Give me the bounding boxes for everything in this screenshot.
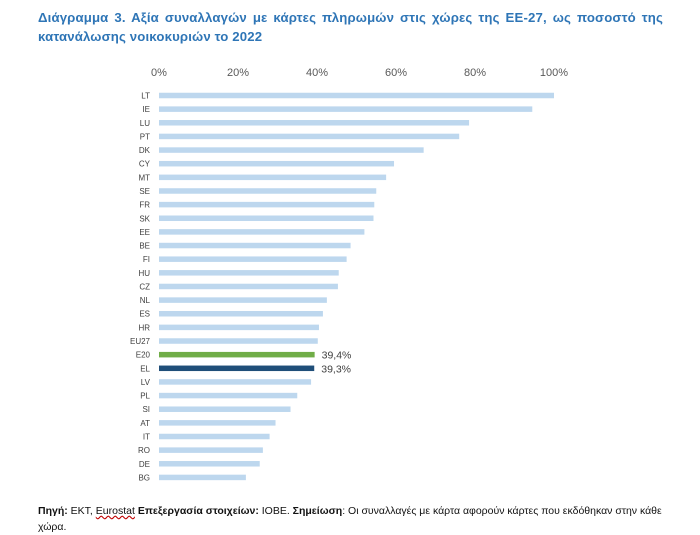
bar-pl <box>159 392 298 399</box>
bar-el <box>159 365 315 372</box>
category-label: LT <box>141 92 150 101</box>
category-label: PL <box>140 392 150 401</box>
bar-at <box>159 420 276 426</box>
bar-fi <box>159 256 347 262</box>
category-label: EL <box>140 364 150 373</box>
chart-title: Διάγραμμα 3. Αξία συναλλαγών με κάρτες π… <box>38 10 663 44</box>
bar-ie <box>159 106 533 112</box>
bars <box>159 92 554 481</box>
note-label: Σημείωση <box>292 505 343 517</box>
bar-nl <box>159 297 327 303</box>
x-tick-label: 20% <box>227 67 249 79</box>
x-tick-label: 100% <box>540 67 568 79</box>
category-label: LU <box>140 119 150 128</box>
category-label: DK <box>139 146 151 155</box>
bar-pt <box>159 133 460 140</box>
bar-be <box>159 242 351 249</box>
category-label: BE <box>139 242 150 251</box>
bar-hu <box>159 270 339 276</box>
bar-fr <box>159 201 375 208</box>
category-label: RO <box>138 446 150 455</box>
category-label: PT <box>140 132 150 141</box>
bar-cy <box>159 160 395 167</box>
category-label: BG <box>138 473 150 482</box>
bar-lt <box>159 92 554 99</box>
bar-es <box>159 310 323 317</box>
bar-se <box>159 188 377 194</box>
processing-text: ΙΟΒΕ. <box>258 505 293 517</box>
bar-e20 <box>159 351 315 358</box>
category-label: MT <box>138 173 150 182</box>
note-text: : Οι συναλλαγές με κάρτα αφορούν κάρτες … <box>38 505 662 533</box>
x-tick-label: 60% <box>385 67 407 79</box>
bar-it <box>159 433 270 440</box>
data-labels: 39,4%39,3% <box>321 350 351 376</box>
bar-ro <box>159 447 263 453</box>
bar-bg <box>159 474 246 481</box>
bar-dk <box>159 147 424 153</box>
data-label-el: 39,3% <box>321 363 351 375</box>
eurostat-text: Eurostat <box>95 505 135 517</box>
bar-cz <box>159 283 338 290</box>
bar-mt <box>159 174 387 181</box>
category-label: CY <box>139 160 151 169</box>
category-label: AT <box>140 419 150 428</box>
bar-lu <box>159 120 470 126</box>
source-text: ΕΚΤ, <box>67 505 96 517</box>
bar-lv <box>159 379 312 385</box>
category-label: HU <box>138 269 150 278</box>
processing-label: Επεξεργασία στοιχείων: <box>137 505 259 517</box>
category-label: ES <box>139 310 150 319</box>
x-tick-label: 0% <box>151 67 167 79</box>
category-label: NL <box>140 296 151 305</box>
x-axis-ticks: 0% 20% 40% 60% 80% 100% <box>151 67 568 79</box>
bar-de <box>159 461 260 467</box>
source-note: Πηγή: ΕΚΤ, Eurostat Επεξεργασία στοιχείω… <box>38 503 663 535</box>
source-label: Πηγή: <box>38 505 68 517</box>
x-tick-label: 80% <box>464 67 486 79</box>
category-label: FI <box>143 255 150 264</box>
category-label: DE <box>139 460 150 469</box>
category-label: FR <box>139 201 150 210</box>
category-label: CZ <box>139 282 150 291</box>
bar-si <box>159 406 291 412</box>
bar-ee <box>159 229 365 235</box>
bar-eu27 <box>159 338 318 344</box>
category-label: IT <box>143 433 150 442</box>
category-labels: LT IE LU PT DK CY MT SE FR SK EE BE FI HU CZ NL ES HR EU27… <box>130 92 151 483</box>
category-label: IE <box>142 105 150 114</box>
bar-sk <box>159 215 374 222</box>
x-tick-label: 40% <box>306 67 328 79</box>
category-label: SK <box>139 214 150 223</box>
category-label: SE <box>139 187 150 196</box>
category-label: HR <box>138 323 150 332</box>
category-label: EU27 <box>130 337 151 346</box>
category-label: EE <box>139 228 150 237</box>
category-label: LV <box>141 378 151 387</box>
category-label: SI <box>142 405 150 414</box>
data-label-e20: 39,4% <box>322 350 352 362</box>
category-label: E20 <box>136 351 151 360</box>
bar-hr <box>159 324 319 331</box>
